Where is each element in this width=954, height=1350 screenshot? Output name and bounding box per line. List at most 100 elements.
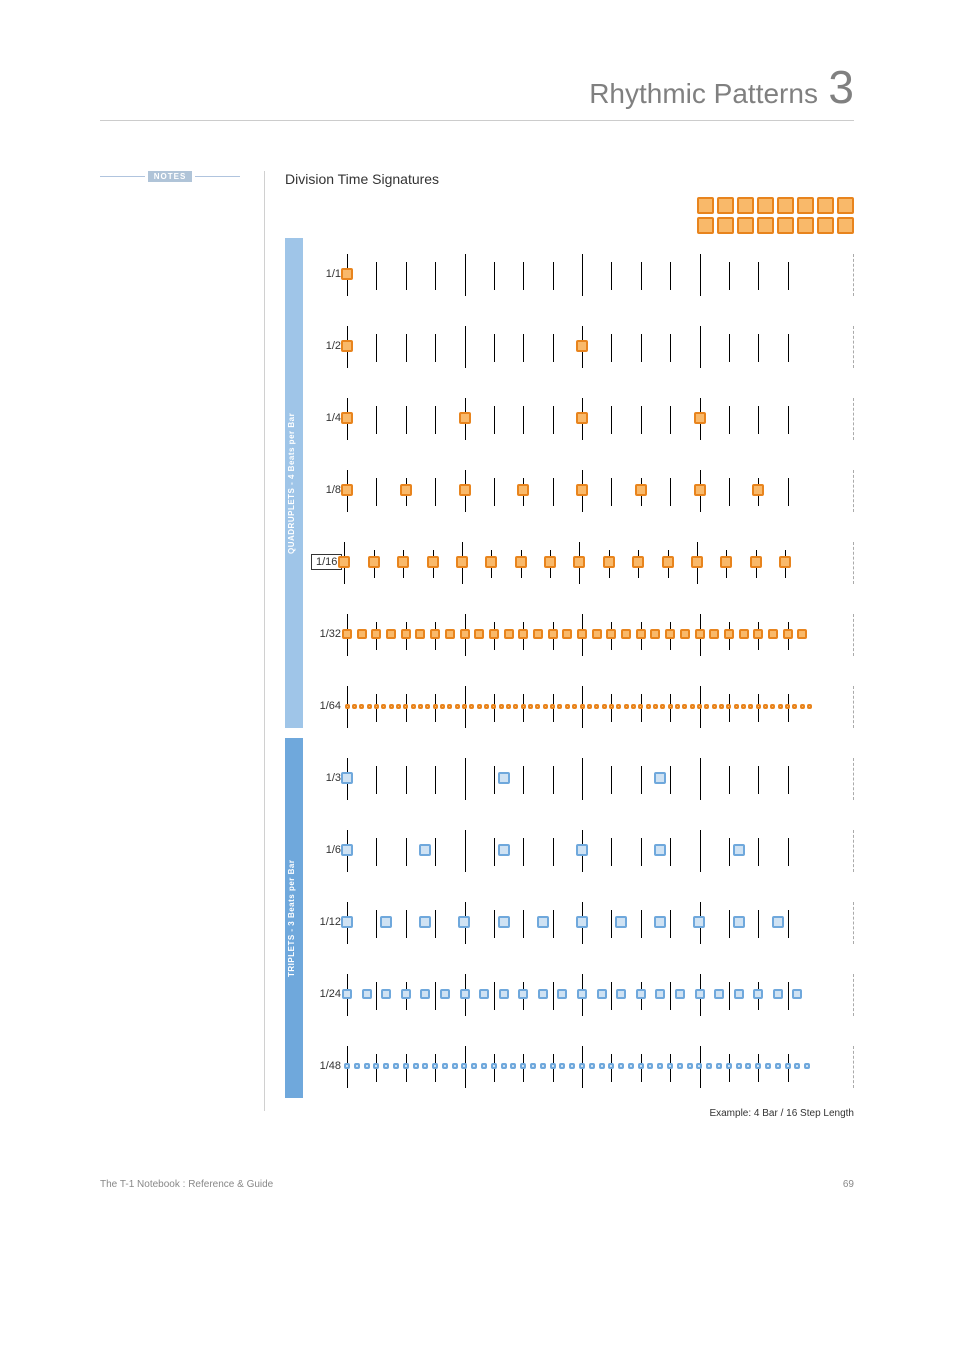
beat-marker xyxy=(654,844,666,856)
step-square xyxy=(837,217,854,234)
beat-marker xyxy=(559,1063,565,1069)
beat-marker xyxy=(654,916,666,928)
beat-marker xyxy=(709,629,719,639)
group-labels: QUADRUPLETS - 4 Beats per Bar TRIPLETS -… xyxy=(285,238,305,1102)
beat-marker xyxy=(359,704,364,709)
beat-marker xyxy=(785,1063,791,1069)
beat-marker xyxy=(344,1063,350,1069)
beat-marker xyxy=(573,556,585,568)
beat-marker xyxy=(792,704,797,709)
beat-marker xyxy=(724,629,734,639)
beat-marker xyxy=(445,629,455,639)
beat-marker xyxy=(695,629,705,639)
division-row: 1/16 xyxy=(305,526,854,598)
beat-marker xyxy=(753,989,763,999)
beat-marker xyxy=(357,629,367,639)
beat-marker xyxy=(403,704,408,709)
division-row: 1/1 xyxy=(305,238,854,310)
division-row: 1/8 xyxy=(305,454,854,526)
beat-marker xyxy=(577,989,587,999)
beat-marker xyxy=(785,704,790,709)
division-row: 1/24 xyxy=(305,958,854,1030)
beat-marker xyxy=(765,1063,771,1069)
beat-marker xyxy=(770,704,775,709)
beat-marker xyxy=(341,412,353,424)
beat-marker xyxy=(513,704,518,709)
beat-marker xyxy=(430,629,440,639)
beat-marker xyxy=(504,629,514,639)
beat-marker xyxy=(459,412,471,424)
beat-marker xyxy=(498,772,510,784)
beat-marker xyxy=(485,556,497,568)
beat-marker xyxy=(657,1063,663,1069)
beat-marker xyxy=(602,704,607,709)
beat-marker xyxy=(654,772,666,784)
beat-marker xyxy=(726,1063,732,1069)
beat-marker xyxy=(537,916,549,928)
beat-marker xyxy=(341,916,353,928)
beat-marker xyxy=(783,629,793,639)
beat-marker xyxy=(499,704,504,709)
beat-marker xyxy=(460,989,470,999)
beat-marker xyxy=(576,484,588,496)
division-row: 1/4 xyxy=(305,382,854,454)
beat-marker xyxy=(515,556,527,568)
beat-marker xyxy=(442,1063,448,1069)
division-chart xyxy=(347,748,854,808)
division-chart xyxy=(347,316,854,376)
beat-marker xyxy=(341,772,353,784)
beat-marker xyxy=(396,704,401,709)
beat-marker xyxy=(631,704,636,709)
beat-marker xyxy=(362,989,372,999)
step-indicator-grid xyxy=(285,197,854,234)
beat-marker xyxy=(628,1063,634,1069)
beat-marker xyxy=(792,989,802,999)
beat-marker xyxy=(616,989,626,999)
beat-marker xyxy=(510,1063,516,1069)
chart-title: Division Time Signatures xyxy=(285,171,854,187)
division-row: 1/32 xyxy=(305,598,854,670)
division-row: 1/2 xyxy=(305,310,854,382)
beat-marker xyxy=(693,916,705,928)
beat-marker xyxy=(577,629,587,639)
beat-marker xyxy=(400,484,412,496)
beat-marker xyxy=(530,1063,536,1069)
beat-marker xyxy=(518,989,528,999)
beat-marker xyxy=(498,844,510,856)
beat-marker xyxy=(447,704,452,709)
beat-marker xyxy=(501,1063,507,1069)
beat-marker xyxy=(624,704,629,709)
beat-marker xyxy=(704,704,709,709)
beat-marker xyxy=(477,704,482,709)
beat-marker xyxy=(413,1063,419,1069)
beat-marker xyxy=(374,704,379,709)
beat-marker xyxy=(682,704,687,709)
beat-marker xyxy=(368,556,380,568)
division-label: 1/64 xyxy=(305,700,347,712)
division-rows: 1/11/21/41/81/161/321/641/31/61/121/241/… xyxy=(305,238,854,1102)
step-square xyxy=(717,197,734,214)
beat-marker xyxy=(550,1063,556,1069)
beat-marker xyxy=(638,704,643,709)
beat-marker xyxy=(469,704,474,709)
beat-marker xyxy=(594,704,599,709)
quadruplets-label: QUADRUPLETS - 4 Beats per Bar xyxy=(285,238,303,728)
division-row: 1/12 xyxy=(305,886,854,958)
step-square xyxy=(717,217,734,234)
beat-marker xyxy=(662,556,674,568)
header-chapter-number: 3 xyxy=(828,60,854,114)
division-chart xyxy=(344,532,854,592)
beat-marker xyxy=(452,1063,458,1069)
beat-marker xyxy=(506,704,511,709)
beat-marker xyxy=(775,1063,781,1069)
beat-marker xyxy=(342,989,352,999)
beat-marker xyxy=(675,989,685,999)
beat-marker xyxy=(364,1063,370,1069)
beat-marker xyxy=(694,484,706,496)
beat-marker xyxy=(773,989,783,999)
beat-marker xyxy=(726,704,731,709)
beat-marker xyxy=(736,1063,742,1069)
beat-marker xyxy=(471,1063,477,1069)
beat-marker xyxy=(371,629,381,639)
beat-marker xyxy=(517,484,529,496)
